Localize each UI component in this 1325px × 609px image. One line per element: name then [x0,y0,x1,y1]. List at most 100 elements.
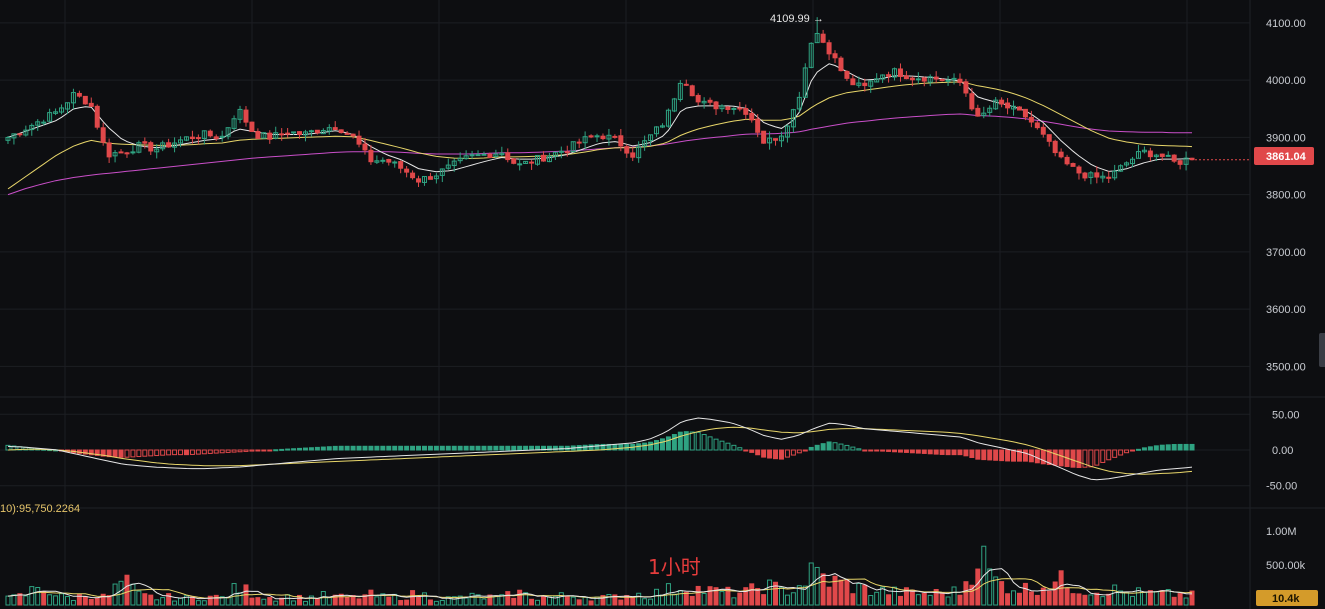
candle-body [1106,176,1112,179]
candle-body [166,142,172,148]
candle-body [493,153,499,157]
volume-bar [951,586,957,606]
volume-bar [314,598,320,606]
volume-bar [1147,590,1153,606]
volume-bar [1040,587,1046,606]
collapse-panel-handle[interactable] [1319,333,1325,367]
candle-body [790,109,796,128]
macd-bar [457,445,463,451]
volume-bar [219,596,225,606]
price-tick-label: 3700.00 [1266,247,1306,259]
candle-body [427,176,433,180]
candle-body [558,150,564,153]
volume-last-label: 10.4k [1272,593,1300,605]
volume-bar [29,586,35,606]
macd-bar [445,445,451,451]
macd-bar [737,447,743,451]
macd-bar [1177,443,1183,451]
volume-bar [909,589,915,606]
macd-bar [529,445,535,451]
macd-bar [279,448,285,451]
price-tick-label: 4100.00 [1266,18,1306,30]
price-axis[interactable]: 4100.00 4000.00 3900.00 3800.00 3700.00 3600.… [1266,18,1306,572]
macd-pane[interactable] [5,417,1195,481]
candle-body [993,99,999,110]
volume-bar [142,593,148,606]
candle-body [909,77,915,81]
price-pane[interactable] [5,17,1195,196]
candle-body [880,74,886,80]
volume-bar [987,568,993,606]
candle-body [701,100,707,104]
candle-body [1112,170,1118,179]
macd-bar [350,445,356,451]
candle-body [600,135,606,140]
volume-pane[interactable] [5,545,1195,606]
candle-body [945,79,951,82]
macd-bar [802,449,808,452]
candle-body [951,77,957,81]
macd-bar [1189,443,1195,451]
candle-body [671,98,677,112]
volume-axis-ticks: 1.00M 500.00k [1266,526,1306,572]
volume-bar [64,596,70,606]
volume-bar [886,594,892,606]
volume-bar [802,585,808,606]
macd-bar [642,442,648,451]
volume-bar [231,583,237,606]
candle-body [207,130,213,137]
volume-bar [5,595,11,606]
volume-bar [552,595,558,606]
volume-bar [540,596,546,606]
candle-body [142,141,148,144]
volume-bar [130,583,136,606]
macd-bar [796,449,802,454]
candle-body [588,135,594,138]
macd-bar [142,449,148,457]
macd-bar [820,443,826,451]
macd-bar [755,449,761,456]
volume-bar [463,597,469,606]
macd-bar [778,449,784,460]
macd-bar [249,449,255,452]
candle-body [189,136,195,140]
macd-bar [731,444,737,451]
volume-bar [47,594,53,606]
candle-body [576,141,582,144]
macd-bar [671,434,677,451]
macd-bar [112,449,118,458]
candle-body [457,157,463,162]
macd-bar [344,445,350,451]
candle-body [570,141,576,153]
candle-body [683,83,689,86]
volume-bar [993,576,999,606]
volume-bar [427,599,433,606]
macd-bar [183,449,189,456]
volume-bar [1159,590,1165,606]
volume-bar [546,596,552,606]
candle-body [874,78,880,83]
macd-bar [707,436,713,451]
macd-bar [987,449,993,461]
volume-bar [689,595,695,606]
candle-body [308,130,314,133]
candle-body [273,132,279,139]
macd-bar [148,449,154,457]
volume-bar [249,597,255,606]
macd-bar [326,446,332,451]
candle-body [642,140,648,147]
macd-bar [160,449,166,456]
candle-body [1088,172,1094,178]
volume-bar [564,595,570,606]
volume-bar [868,595,874,606]
candle-body [94,105,100,128]
volume-bar [933,589,939,606]
candle-body [1177,160,1183,165]
candle-body [796,96,802,110]
volume-bar [201,600,207,606]
volume-bar [529,598,535,606]
volume-bar [796,585,802,606]
macd-bar [416,445,422,451]
candle-body [665,109,671,127]
